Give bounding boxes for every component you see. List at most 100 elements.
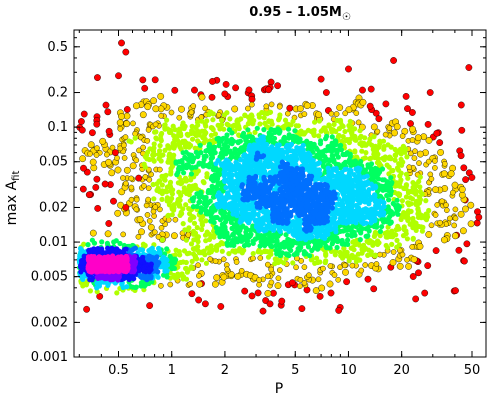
data-point xyxy=(404,154,410,160)
data-point xyxy=(297,150,303,156)
data-point xyxy=(179,158,185,164)
data-point xyxy=(428,222,435,229)
data-point xyxy=(386,197,392,203)
data-point xyxy=(301,183,307,189)
data-point xyxy=(396,206,402,213)
data-point xyxy=(412,220,418,226)
data-point xyxy=(360,198,366,204)
data-point xyxy=(285,244,291,250)
data-point xyxy=(408,208,414,214)
data-point xyxy=(256,281,262,288)
data-point xyxy=(355,160,361,166)
data-point xyxy=(195,296,203,304)
outlier-point xyxy=(118,39,125,47)
data-point xyxy=(212,258,219,265)
data-point xyxy=(349,252,355,258)
data-point xyxy=(289,186,295,192)
data-point xyxy=(372,252,378,258)
data-point xyxy=(97,268,103,274)
data-point xyxy=(172,127,178,133)
data-point xyxy=(238,225,244,231)
data-point xyxy=(229,172,235,178)
data-point xyxy=(151,76,159,84)
data-point xyxy=(338,142,344,148)
data-point xyxy=(432,158,438,164)
data-point xyxy=(104,151,110,158)
data-point xyxy=(195,168,201,174)
data-point xyxy=(173,247,179,253)
data-point xyxy=(348,163,354,169)
data-point xyxy=(347,174,353,180)
data-point xyxy=(409,244,416,250)
data-point xyxy=(328,110,335,117)
data-point xyxy=(337,117,344,123)
data-point xyxy=(132,284,139,291)
data-point xyxy=(410,255,418,263)
data-point xyxy=(191,237,197,243)
data-point xyxy=(359,148,365,154)
data-point xyxy=(474,208,481,216)
data-point xyxy=(329,134,335,140)
data-point xyxy=(363,226,369,232)
data-point xyxy=(373,240,379,246)
data-point xyxy=(96,292,104,300)
data-point xyxy=(129,247,135,253)
data-point xyxy=(141,161,147,167)
data-point xyxy=(152,204,159,210)
data-point xyxy=(405,175,411,181)
data-point xyxy=(467,220,475,228)
data-point xyxy=(457,101,465,109)
data-point xyxy=(200,179,206,185)
data-point xyxy=(145,127,152,133)
outlier-point xyxy=(80,110,88,118)
data-point xyxy=(265,86,272,94)
data-point xyxy=(156,178,162,184)
data-point xyxy=(341,262,348,269)
data-point xyxy=(424,262,432,269)
data-point xyxy=(248,134,254,140)
data-point xyxy=(185,232,192,238)
data-point xyxy=(170,140,176,146)
data-point xyxy=(284,142,290,148)
data-point xyxy=(181,170,187,176)
data-point xyxy=(218,117,225,123)
data-point xyxy=(345,237,351,243)
data-point xyxy=(281,175,288,181)
x-tick-label: 20 xyxy=(393,363,410,378)
data-point xyxy=(147,223,155,231)
data-point xyxy=(297,136,303,142)
data-point xyxy=(335,276,342,283)
data-point xyxy=(157,148,163,154)
data-point xyxy=(208,243,214,249)
data-point xyxy=(329,241,335,247)
data-point xyxy=(235,125,241,131)
data-point xyxy=(183,265,189,272)
data-point xyxy=(333,111,340,117)
data-point xyxy=(341,213,347,219)
data-point xyxy=(361,207,367,213)
data-point xyxy=(451,181,459,189)
data-point xyxy=(316,292,324,300)
data-point xyxy=(346,157,352,163)
data-point xyxy=(364,275,372,283)
data-point xyxy=(352,177,358,183)
data-point xyxy=(379,166,386,172)
data-point xyxy=(227,116,233,122)
outlier-point xyxy=(465,64,473,71)
data-point xyxy=(79,155,87,163)
data-point xyxy=(410,215,416,222)
data-point xyxy=(128,184,135,191)
data-point xyxy=(294,186,300,192)
data-point xyxy=(288,195,294,201)
data-point xyxy=(221,126,227,132)
data-point xyxy=(180,150,186,156)
data-point xyxy=(342,178,348,184)
data-point xyxy=(290,260,296,266)
data-point xyxy=(227,194,233,200)
data-point xyxy=(409,137,416,143)
data-point xyxy=(196,280,204,288)
data-point xyxy=(345,106,353,114)
data-point xyxy=(232,84,240,92)
data-point xyxy=(349,262,356,269)
data-point xyxy=(133,206,140,213)
